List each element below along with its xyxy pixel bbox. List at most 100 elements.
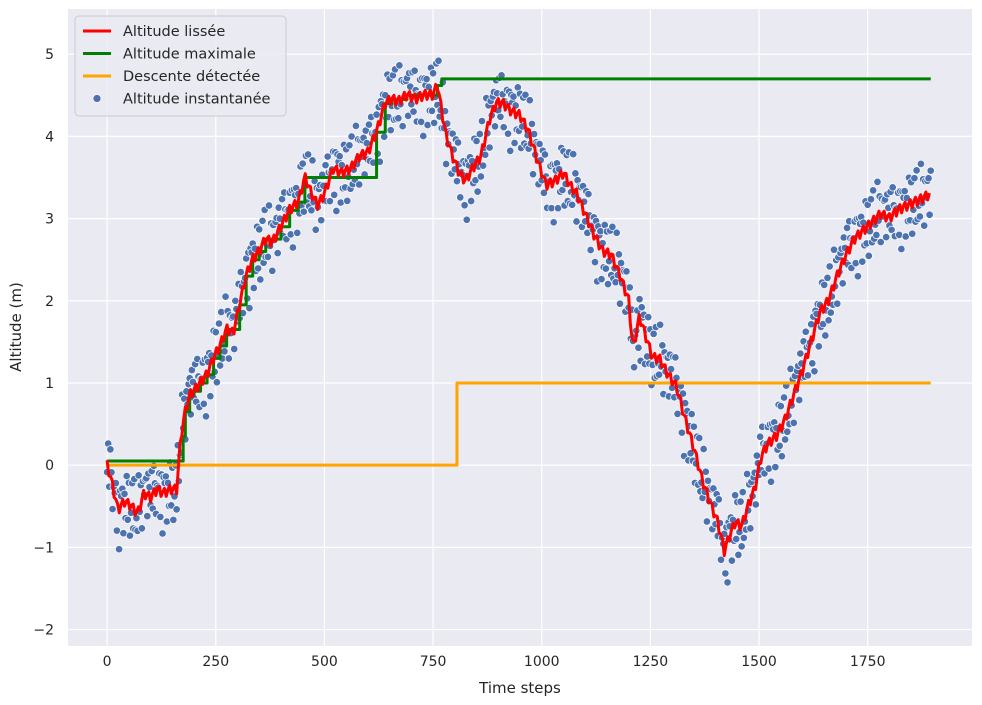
scatter-point <box>231 296 240 305</box>
scatter-point <box>783 427 792 436</box>
scatter-point <box>658 341 667 350</box>
scatter-point <box>622 267 631 276</box>
scatter-point <box>214 319 224 328</box>
scatter-point <box>766 477 776 486</box>
scatter-point <box>568 200 577 209</box>
scatter-point <box>716 555 726 564</box>
scatter-point <box>404 111 413 120</box>
scatter-point <box>476 172 485 181</box>
scatter-point <box>123 515 132 524</box>
scatter-point <box>345 141 354 150</box>
scatter-point <box>734 550 743 559</box>
scatter-point <box>462 215 471 224</box>
scatter-point <box>743 469 752 479</box>
scatter-point <box>721 569 730 578</box>
scatter-point <box>714 495 723 504</box>
scatter-point <box>781 435 790 444</box>
scatter-point <box>199 399 208 408</box>
scatter-point <box>211 328 220 337</box>
scatter-point <box>122 471 131 481</box>
scatter-point <box>614 250 623 259</box>
scatter-point <box>789 418 798 427</box>
scatter-point <box>325 197 334 206</box>
scatter-point <box>601 264 610 273</box>
y-tick-label: 3 <box>45 212 54 228</box>
scatter-point <box>608 222 617 231</box>
scatter-point <box>108 504 117 514</box>
scatter-point <box>801 327 810 336</box>
scatter-point <box>900 187 909 196</box>
y-tick-labels: −2 −1 0 1 2 3 4 5 <box>33 47 54 638</box>
scatter-point <box>298 159 307 168</box>
scatter-point <box>167 501 176 510</box>
scatter-point <box>255 225 264 234</box>
scatter-point <box>220 347 229 356</box>
scatter-point <box>678 389 688 398</box>
scatter-point <box>866 195 876 204</box>
scatter-point <box>236 267 245 277</box>
scatter-point <box>206 392 215 401</box>
scatter-point <box>332 206 341 216</box>
series-line <box>107 381 931 467</box>
scatter-point <box>925 210 934 219</box>
scatter-point <box>851 259 860 268</box>
scatter-point <box>752 451 761 460</box>
scatter-point <box>775 441 784 450</box>
scatter-point <box>779 393 789 402</box>
scatter-point <box>723 578 732 587</box>
scatter-point <box>727 556 736 565</box>
x-tick-label: 750 <box>420 654 447 670</box>
scatter-point <box>590 258 600 267</box>
scatter-point <box>756 432 765 441</box>
legend: Altitude lissée Altitude maximale Descente… <box>74 15 287 117</box>
scatter-point <box>230 344 239 354</box>
scatter-point <box>616 258 626 268</box>
scatter-point <box>434 56 443 65</box>
scatter-point <box>920 221 929 230</box>
scatter-point <box>293 228 302 237</box>
scatter-point <box>825 262 834 271</box>
scatter-point <box>452 177 462 186</box>
scatter-point <box>467 196 476 206</box>
x-tick-label: 500 <box>311 654 338 670</box>
scatter-point <box>699 444 708 454</box>
scatter-point <box>527 119 537 128</box>
scatter-point <box>442 159 451 169</box>
scatter-point <box>496 112 505 121</box>
scatter-point <box>751 500 760 509</box>
scatter-point <box>737 542 746 551</box>
scatter-point <box>858 257 867 266</box>
scatter-point <box>732 534 741 544</box>
scatter-point <box>635 295 644 304</box>
scatter-point <box>882 233 891 242</box>
scatter-point <box>864 251 873 260</box>
scatter-point <box>510 138 519 148</box>
scatter-point <box>264 201 274 210</box>
scatter-point <box>172 505 181 514</box>
scatter-point <box>612 228 621 237</box>
scatter-point <box>803 371 812 380</box>
scatter-point <box>158 529 167 538</box>
scatter-point <box>586 245 595 255</box>
scatter-point <box>702 517 711 526</box>
scatter-point <box>869 186 878 195</box>
scatter-point <box>479 161 488 170</box>
scatter-point <box>249 283 258 293</box>
scatter-point <box>490 122 500 131</box>
x-tick-label: 1750 <box>850 654 886 670</box>
x-tick-label: 0 <box>103 654 112 670</box>
scatter-point <box>823 273 832 282</box>
scatter-point <box>473 187 482 196</box>
scatter-point <box>916 159 925 168</box>
scatter-point <box>695 433 704 443</box>
scatter-point <box>897 244 906 254</box>
scatter-point <box>872 230 881 240</box>
scatter-point <box>268 266 277 275</box>
x-tick-label: 250 <box>202 654 229 670</box>
scatter-point <box>410 66 419 75</box>
scatter-point <box>819 320 828 329</box>
scatter-point <box>873 177 882 186</box>
scatter-point <box>288 243 297 252</box>
scatter-point <box>738 488 747 497</box>
